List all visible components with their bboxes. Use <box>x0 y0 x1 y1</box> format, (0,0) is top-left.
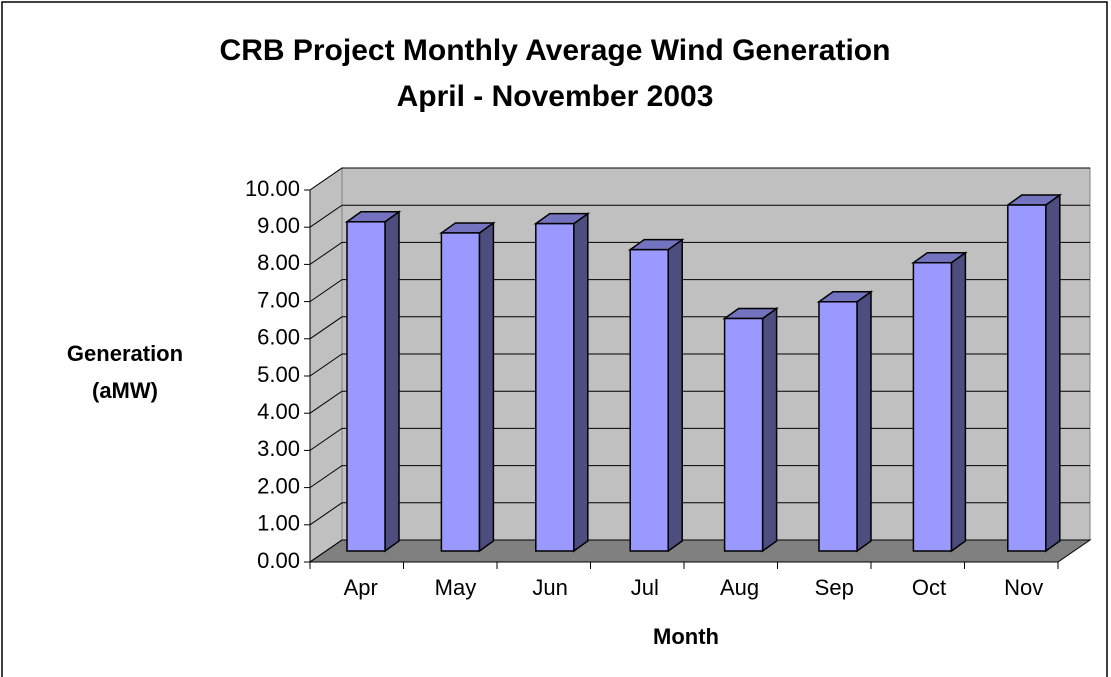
bar <box>912 261 953 552</box>
floor <box>308 539 1092 563</box>
x-tick-label: Apr <box>344 575 378 600</box>
y-tick-label: 5.00 <box>257 362 300 387</box>
bar-side <box>667 238 683 553</box>
x-tick-label: Aug <box>720 575 759 600</box>
y-tick-label: 9.00 <box>257 213 300 238</box>
y-tick-label: 1.00 <box>257 511 300 536</box>
x-axis-title: Month <box>653 624 719 649</box>
x-tick-label: Jul <box>631 575 659 600</box>
y-tick-label: 4.00 <box>257 399 300 424</box>
bar <box>346 221 386 552</box>
y-tick-label: 6.00 <box>257 325 300 350</box>
x-tick-label: Jun <box>532 575 567 600</box>
bar-side <box>761 307 778 553</box>
y-axis-title: (aMW) <box>92 378 158 403</box>
y-tick-label: 2.00 <box>257 473 300 498</box>
bar <box>629 248 669 552</box>
x-tick-label: Nov <box>1004 575 1043 600</box>
bar <box>723 317 764 552</box>
x-tick-label: Oct <box>912 575 946 600</box>
y-tick-label: 10.00 <box>245 176 300 201</box>
y-tick-label: 3.00 <box>257 436 300 461</box>
grid-line <box>309 241 1090 265</box>
x-tick-label: Sep <box>815 575 854 600</box>
y-tick-label: 0.00 <box>257 548 300 573</box>
bar-side <box>573 212 589 553</box>
bar <box>818 301 858 552</box>
y-tick-label: 7.00 <box>257 287 300 312</box>
bar-side <box>478 221 495 553</box>
chart-subtitle: April - November 2003 <box>397 80 714 113</box>
bar-side <box>950 251 967 553</box>
bar-side <box>1045 193 1061 553</box>
grid-line <box>309 204 1090 228</box>
bar-side <box>856 290 872 553</box>
grid-line <box>309 167 1090 191</box>
y-tick-label: 8.00 <box>257 250 300 275</box>
bar <box>440 232 481 552</box>
x-tick-label: May <box>435 575 477 600</box>
bar-side <box>384 210 400 553</box>
grid-line <box>309 279 1090 303</box>
bar <box>535 222 575 552</box>
bar <box>1007 204 1047 552</box>
chart-title: CRB Project Monthly Average Wind Generat… <box>220 34 891 67</box>
y-axis-title: Generation <box>67 341 183 366</box>
